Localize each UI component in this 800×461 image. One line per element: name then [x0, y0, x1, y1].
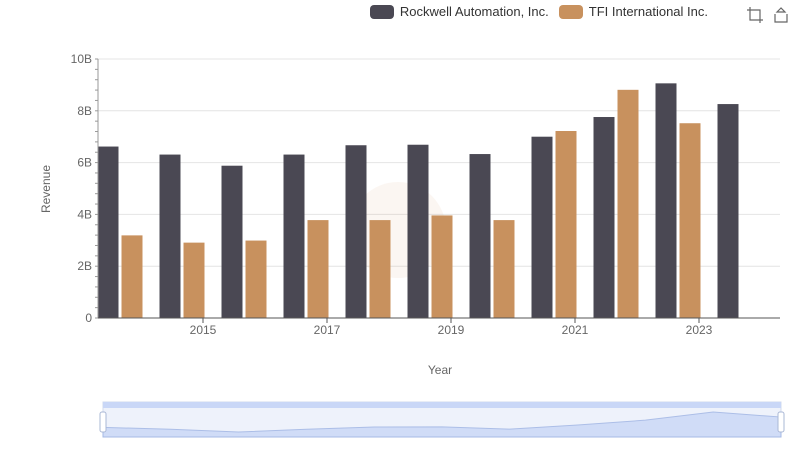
- bar[interactable]: [345, 145, 367, 318]
- zoom-preview-area: [102, 411, 782, 438]
- legend-swatch-tfi: [558, 4, 583, 19]
- zoom-handle-left[interactable]: [99, 411, 107, 433]
- bar[interactable]: [307, 220, 329, 318]
- bar[interactable]: [369, 220, 391, 318]
- bar[interactable]: [493, 220, 515, 318]
- zoom-selection-bar[interactable]: [103, 402, 781, 408]
- x-tick-label: 2017: [314, 323, 341, 337]
- x-tick-label: 2019: [438, 323, 465, 337]
- bar[interactable]: [159, 154, 181, 318]
- bar[interactable]: [221, 165, 243, 318]
- bar[interactable]: [283, 154, 305, 318]
- x-tick-label: 2023: [686, 323, 713, 337]
- y-tick-label: 6B: [77, 156, 92, 170]
- y-tick-label: 10B: [71, 52, 92, 66]
- bar[interactable]: [655, 83, 677, 318]
- data-zoom-slider[interactable]: [99, 401, 785, 438]
- x-tick-label: 2015: [190, 323, 217, 337]
- bar[interactable]: [431, 215, 453, 318]
- legend-label-tfi: TFI International Inc.: [588, 4, 708, 19]
- legend-swatch-rockwell: [369, 4, 394, 19]
- y-tick-label: 0: [85, 311, 92, 325]
- bar[interactable]: [183, 242, 205, 318]
- y-tick-label: 4B: [77, 207, 92, 221]
- x-tick-label: 2021: [562, 323, 589, 337]
- bar[interactable]: [617, 89, 639, 318]
- bar[interactable]: [245, 240, 267, 318]
- zoom-icon[interactable]: [746, 6, 764, 24]
- bars: [97, 83, 739, 319]
- bar[interactable]: [593, 117, 615, 319]
- legend-item-tfi[interactable]: TFI International Inc.: [558, 4, 708, 19]
- legend-label-rockwell: Rockwell Automation, Inc.: [399, 4, 549, 19]
- bar[interactable]: [531, 136, 553, 318]
- y-tick-label: 8B: [77, 104, 92, 118]
- bar[interactable]: [407, 144, 429, 318]
- axes: 0 2B 4B 6B 8B 10B 2015 2017 2019 2021 2023: [71, 52, 780, 337]
- x-axis-title: Year: [428, 363, 452, 377]
- legend-item-rockwell[interactable]: Rockwell Automation, Inc.: [369, 4, 549, 19]
- bar[interactable]: [679, 123, 701, 319]
- bar[interactable]: [469, 154, 491, 318]
- chart-legend: Rockwell Automation, Inc. TFI Internatio…: [369, 4, 708, 19]
- y-axis-title: Revenue: [39, 165, 53, 213]
- chart-toolbox: [746, 6, 790, 24]
- y-tick-label: 2B: [77, 259, 92, 273]
- bar[interactable]: [555, 131, 577, 318]
- bar[interactable]: [97, 146, 119, 318]
- restore-icon[interactable]: [772, 6, 790, 24]
- bar[interactable]: [717, 104, 739, 318]
- zoom-handle-right[interactable]: [777, 411, 785, 433]
- bar[interactable]: [121, 235, 143, 318]
